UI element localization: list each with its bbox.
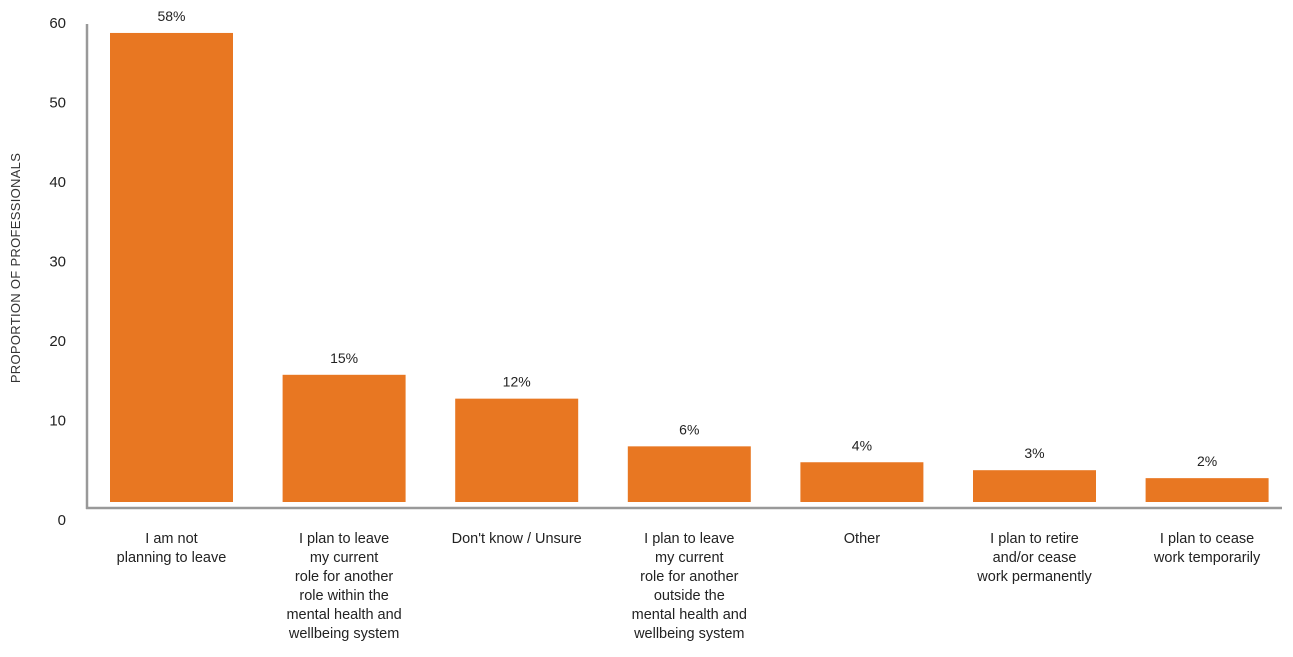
y-tick-label: 60 <box>49 15 66 32</box>
x-tick-label-line: role for another <box>295 569 394 585</box>
x-tick-label-line: role for another <box>640 569 739 585</box>
x-tick-label: Don't know / Unsure <box>452 531 582 547</box>
data-label: 4% <box>852 437 872 453</box>
x-tick-label-line: mental health and <box>286 607 401 623</box>
x-tick-label-line: I am not <box>145 531 197 547</box>
x-tick-label: I plan to leave my current role for anothe… <box>286 531 401 642</box>
x-tick-label: I plan to cease work temporarily <box>1153 531 1261 566</box>
x-tick-label-line: I plan to retire <box>990 531 1079 547</box>
bar <box>973 470 1096 502</box>
x-tick-label-line: I plan to cease <box>1160 531 1254 547</box>
bar <box>455 398 579 502</box>
data-label: 12% <box>503 374 531 390</box>
data-label: 58% <box>157 8 185 24</box>
bar <box>800 462 924 502</box>
x-tick-label: I plan to retire and/or cease work permane… <box>976 531 1092 585</box>
data-label: 2% <box>1197 453 1217 469</box>
x-tick-label-line: wellbeing system <box>288 626 399 642</box>
y-tick-label: 20 <box>49 333 66 350</box>
x-tick-label-line: my current <box>655 550 724 566</box>
data-label: 6% <box>679 421 699 437</box>
bar <box>627 446 751 502</box>
x-tick-label-line: I plan to leave <box>644 531 734 547</box>
bar <box>282 374 406 502</box>
x-tick-label-line: Don't know / Unsure <box>452 531 582 547</box>
x-tick-label: I am not planning to leave <box>117 531 227 566</box>
data-label: 3% <box>1024 445 1044 461</box>
x-tick-label-line: my current <box>310 550 379 566</box>
bar <box>110 32 233 502</box>
x-axis-labels: I am not planning to leave I plan to leave… <box>117 531 1261 642</box>
y-tick-label: 40 <box>49 174 66 191</box>
x-tick-label-line: wellbeing system <box>633 626 744 642</box>
x-tick-label-line: mental health and <box>632 607 747 623</box>
x-tick-label-line: work permanently <box>976 569 1092 585</box>
x-tick-label: Other <box>844 531 880 547</box>
y-tick-label: 0 <box>58 512 66 529</box>
x-tick-label-line: work temporarily <box>1153 550 1261 566</box>
x-tick-label-line: role within the <box>299 588 388 604</box>
x-tick-label-line: Other <box>844 531 880 547</box>
x-tick-label: I plan to leave my current role for anothe… <box>632 531 747 642</box>
data-labels: 58% 15% 12% 6% 4% 3% 2% <box>157 8 1217 469</box>
y-axis-ticks: 0 10 20 30 40 50 60 <box>49 15 66 529</box>
y-tick-label: 10 <box>49 413 66 430</box>
y-tick-label: 30 <box>49 254 66 271</box>
x-tick-label-line: and/or cease <box>993 550 1077 566</box>
x-tick-label-line: outside the <box>654 588 725 604</box>
x-tick-label-line: I plan to leave <box>299 531 389 547</box>
bar <box>1145 478 1269 502</box>
x-tick-label-line: planning to leave <box>117 550 227 566</box>
bars <box>110 32 1269 502</box>
data-label: 15% <box>330 350 358 366</box>
y-axis-title: PROPORTION OF PROFESSIONALS <box>8 153 23 383</box>
y-tick-label: 50 <box>49 95 66 112</box>
